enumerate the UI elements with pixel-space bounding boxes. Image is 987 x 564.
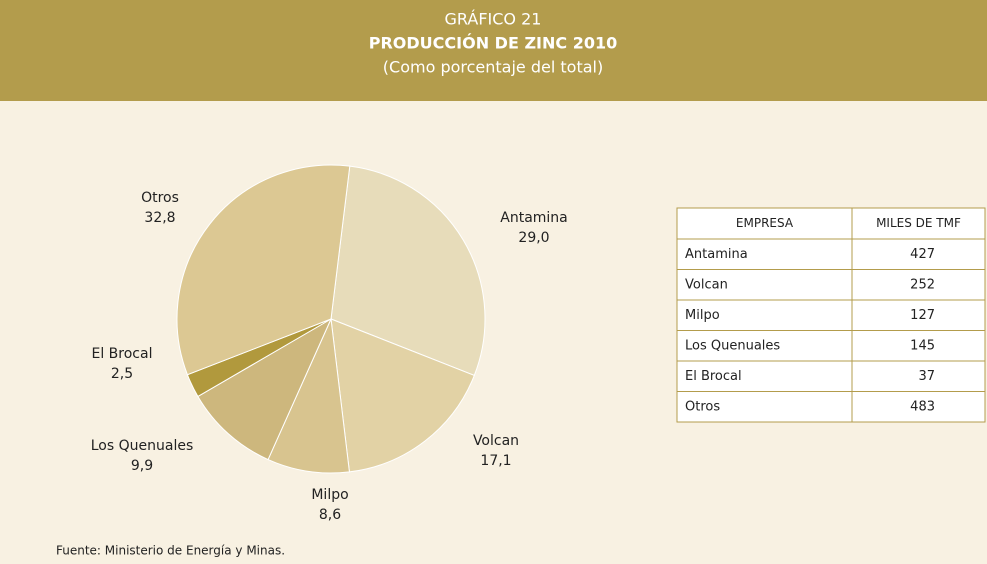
table-cell: 483 <box>910 399 935 414</box>
slice-value: 17,1 <box>480 453 511 469</box>
table-cell: El Brocal <box>685 369 742 384</box>
table-cell: 145 <box>910 338 935 353</box>
slice-value: 9,9 <box>131 458 153 474</box>
slice-label: Los Quenuales <box>91 438 194 454</box>
slice-label: El Brocal <box>92 346 153 362</box>
pie-slice <box>267 317 350 474</box>
source: Fuente: Ministerio de Energía y Minas. <box>56 544 285 558</box>
table-cell: Volcan <box>685 277 728 292</box>
pie-slice <box>197 317 333 461</box>
slice-label: Otros <box>141 190 179 206</box>
slice-value: 29,0 <box>518 230 549 246</box>
slice-value: 32,8 <box>144 210 175 226</box>
slice-label: Antamina <box>500 210 568 226</box>
table-cell: Antamina <box>685 247 748 262</box>
table-cell: 37 <box>918 369 935 384</box>
header-band <box>0 0 987 101</box>
chart-subtitle: PRODUCCIÓN DE ZINC 2010 <box>369 34 618 53</box>
table-header: EMPRESA <box>736 216 794 230</box>
pie-slice <box>330 318 475 473</box>
pie-slice <box>330 165 486 377</box>
table-cell: 252 <box>910 277 935 292</box>
chart-title: GRÁFICO 21 <box>445 10 542 29</box>
table-cell: Los Quenuales <box>685 338 780 353</box>
table-header: MILES DE TMF <box>876 216 961 230</box>
table-cell: 427 <box>910 247 935 262</box>
slice-value: 8,6 <box>319 507 341 523</box>
table-bg <box>676 207 986 423</box>
slice-label: Volcan <box>473 433 519 449</box>
table-cell: 127 <box>910 308 935 323</box>
table-cell: Milpo <box>685 308 720 323</box>
pie-slice <box>176 164 351 376</box>
chart-note: (Como porcentaje del total) <box>383 58 603 77</box>
slice-value: 2,5 <box>111 366 133 382</box>
table-cell: Otros <box>685 399 720 414</box>
slice-label: Milpo <box>311 487 348 503</box>
